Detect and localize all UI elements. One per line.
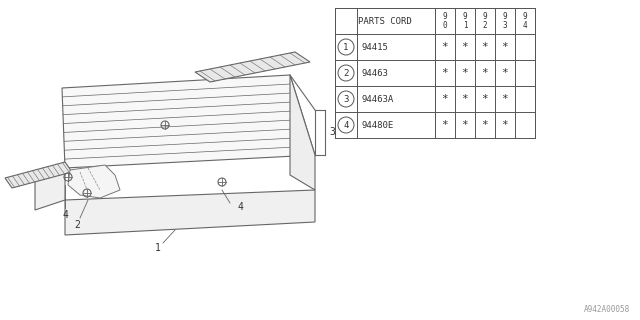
Polygon shape	[195, 52, 310, 82]
Text: *: *	[442, 42, 449, 52]
Text: *: *	[461, 68, 468, 78]
Text: *: *	[482, 94, 488, 104]
Polygon shape	[62, 75, 315, 168]
Text: *: *	[482, 68, 488, 78]
Polygon shape	[290, 75, 315, 190]
Text: 1: 1	[155, 243, 161, 253]
Text: 1: 1	[343, 43, 349, 52]
Text: 2: 2	[74, 220, 80, 230]
Text: 94480E: 94480E	[362, 121, 394, 130]
Text: 2: 2	[343, 68, 349, 77]
Text: 94415: 94415	[362, 43, 389, 52]
Text: 9
0: 9 0	[443, 12, 447, 30]
Text: *: *	[442, 120, 449, 130]
Text: 9
4: 9 4	[523, 12, 527, 30]
Text: 9
2: 9 2	[483, 12, 487, 30]
Text: *: *	[502, 120, 508, 130]
Polygon shape	[65, 190, 315, 235]
Text: 4: 4	[62, 210, 68, 220]
Polygon shape	[5, 162, 72, 188]
Polygon shape	[68, 165, 120, 198]
Text: *: *	[482, 42, 488, 52]
Text: 4: 4	[237, 202, 243, 212]
Text: *: *	[461, 42, 468, 52]
Text: 4: 4	[343, 121, 349, 130]
Text: A942A00058: A942A00058	[584, 305, 630, 314]
Text: *: *	[502, 68, 508, 78]
Text: *: *	[461, 94, 468, 104]
Text: 3: 3	[329, 127, 335, 137]
Text: 9
1: 9 1	[463, 12, 467, 30]
Text: 94463: 94463	[362, 68, 389, 77]
Text: *: *	[461, 120, 468, 130]
Polygon shape	[35, 168, 65, 210]
Text: 94463A: 94463A	[362, 94, 394, 103]
Text: *: *	[502, 42, 508, 52]
Text: *: *	[502, 94, 508, 104]
Text: *: *	[482, 120, 488, 130]
Text: 3: 3	[343, 94, 349, 103]
Text: *: *	[442, 68, 449, 78]
Text: *: *	[442, 94, 449, 104]
Text: PARTS CORD: PARTS CORD	[358, 17, 412, 26]
Text: 9
3: 9 3	[502, 12, 508, 30]
